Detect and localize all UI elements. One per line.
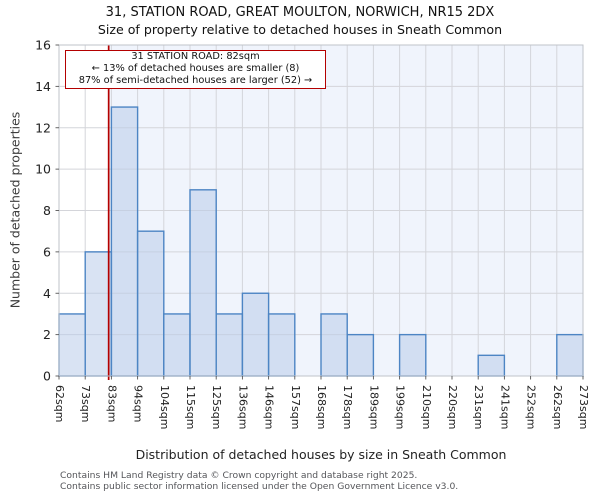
x-tick-label: 220sqm [446, 385, 459, 429]
x-tick-label: 125sqm [210, 385, 223, 429]
histogram-bar [346, 333, 375, 377]
x-tick-label: 241sqm [498, 385, 511, 429]
y-tick-label: 14 [35, 79, 51, 94]
x-tick-label: 104sqm [158, 385, 171, 429]
y-tick-label: 8 [43, 203, 51, 218]
x-tick-label: 94sqm [132, 385, 145, 422]
x-tick-label: 231sqm [472, 385, 485, 429]
x-tick-label: 189sqm [367, 385, 380, 429]
y-tick-label: 10 [35, 162, 51, 177]
x-tick-label: 168sqm [315, 385, 328, 429]
property-annotation-box: 31 STATION ROAD: 82sqm ← 13% of detached… [65, 50, 326, 89]
x-tick-label: 262sqm [551, 385, 564, 429]
attribution-footer: Contains HM Land Registry data © Crown c… [60, 470, 458, 492]
histogram-bar [163, 313, 191, 377]
x-tick-label: 136sqm [236, 385, 249, 429]
annotation-line-2: ← 13% of detached houses are smaller (8) [91, 63, 300, 75]
x-tick-label: 273sqm [577, 385, 590, 429]
histogram-bar [58, 313, 86, 377]
histogram-bar [136, 230, 165, 377]
histogram-bar [110, 106, 139, 377]
annotation-line-3: 87% of semi-detached houses are larger (… [78, 75, 313, 87]
histogram-bar [215, 313, 244, 377]
x-tick-label: 178sqm [341, 385, 354, 429]
x-tick-label: 146sqm [263, 385, 276, 429]
chart-title: 31, STATION ROAD, GREAT MOULTON, NORWICH… [105, 5, 495, 20]
x-tick-label: 252sqm [525, 385, 538, 429]
x-tick-label: 210sqm [420, 385, 433, 429]
histogram-bar [398, 333, 427, 377]
y-tick-label: 6 [43, 244, 51, 259]
histogram-bar [84, 251, 113, 377]
annotation-line-1: 31 STATION ROAD: 82sqm [131, 51, 260, 62]
y-tick-label: 12 [35, 120, 51, 135]
x-tick-label: 73sqm [79, 385, 92, 422]
histogram-bar [241, 292, 270, 377]
x-tick-label: 62sqm [53, 385, 66, 422]
histogram-bar [320, 313, 348, 377]
histogram-bar [556, 333, 584, 377]
histogram-bar [477, 354, 506, 377]
histogram-bar [189, 189, 217, 377]
x-tick-label: 199sqm [394, 385, 407, 429]
chart-subtitle: Size of property relative to detached ho… [97, 22, 503, 37]
y-tick-label: 4 [43, 286, 51, 301]
x-tick-label: 157sqm [289, 385, 302, 429]
x-axis-label: Distribution of detached houses by size … [135, 447, 507, 462]
x-tick-label: 83sqm [105, 385, 118, 422]
footer-line-2: Contains public sector information licen… [60, 481, 459, 492]
y-tick-label: 2 [43, 327, 51, 342]
y-tick-label: 16 [35, 38, 51, 53]
x-tick-label: 115sqm [184, 385, 197, 429]
footer-line-1: Contains HM Land Registry data © Crown c… [60, 470, 418, 481]
y-axis-label: Number of detached properties [7, 111, 23, 309]
histogram-bar [267, 313, 296, 377]
y-tick-label: 0 [43, 369, 51, 384]
